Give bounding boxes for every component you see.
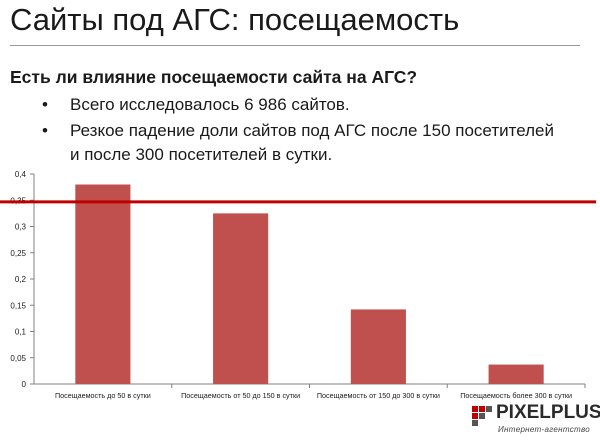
y-tick-label: 0,15 (10, 301, 26, 310)
bar-chart: 00,050,10,150,20,250,30,350,4Посещаемост… (0, 170, 596, 400)
bullet-dot-icon: • (42, 95, 48, 114)
y-tick-label: 0,2 (15, 275, 27, 284)
x-tick-label: Посещаемость от 150 до 300 в сутки (317, 391, 440, 400)
y-tick-label: 0 (22, 380, 27, 389)
bar (350, 309, 406, 384)
bullet-item: • Всего исследовалось 6 986 сайтов. (42, 93, 562, 117)
x-tick-label: Посещаемость более 300 в сутки (460, 391, 572, 400)
y-tick-label: 0,4 (15, 170, 27, 179)
bullet-text: Резкое падение доли сайтов под АГС после… (70, 121, 554, 164)
title-divider (10, 45, 580, 46)
bar (488, 364, 544, 384)
y-tick-label: 0,3 (15, 223, 27, 232)
bullet-dot-icon: • (42, 121, 48, 140)
logo-tagline: Интернет-агентство (498, 425, 591, 434)
bullet-text: Всего исследовалось 6 986 сайтов. (70, 95, 350, 114)
pixelplus-logo-icon (472, 406, 492, 426)
y-tick-label: 0,25 (10, 249, 26, 258)
y-tick-label: 0,05 (10, 354, 26, 363)
bullet-item: • Резкое падение доли сайтов под АГС пос… (42, 119, 562, 167)
bar (213, 213, 269, 384)
x-tick-label: Посещаемость до 50 в сутки (55, 391, 151, 400)
logo-name: PIXELPLUS (496, 402, 600, 423)
slide-title: Сайты под АГС: посещаемость (10, 2, 460, 37)
y-tick-label: 0,1 (15, 328, 27, 337)
slide-question: Есть ли влияние посещаемости сайта на АГ… (10, 67, 418, 87)
x-tick-label: Посещаемость от 50 до 150 в сутки (181, 391, 300, 400)
bullet-list: • Всего исследовалось 6 986 сайтов. • Ре… (42, 93, 562, 169)
company-logo: PIXELPLUS Интернет-агентство (472, 402, 600, 436)
bar (75, 184, 131, 384)
